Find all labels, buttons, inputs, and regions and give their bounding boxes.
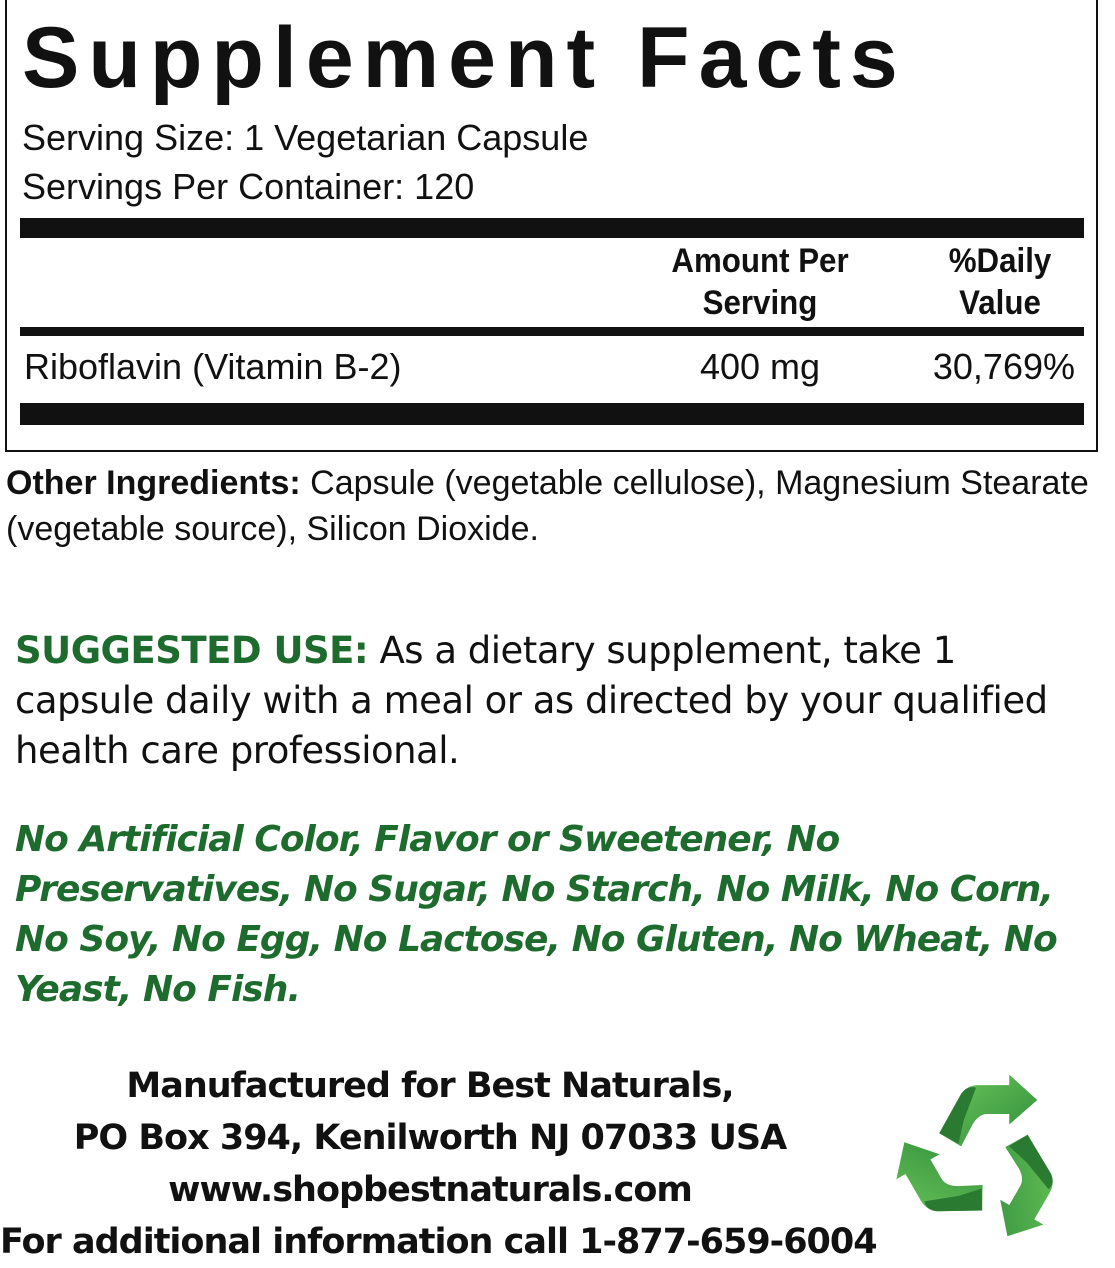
website-link[interactable]: www.shopbestnaturals.com (168, 1170, 693, 1210)
supplement-facts-panel (5, 0, 1098, 452)
suggested-use: SUGGESTED USE: As a dietary supplement, … (15, 626, 1105, 776)
nutrient-dv: 30,769% (932, 346, 1075, 387)
header-line: Value (959, 284, 1041, 322)
thick-divider (20, 218, 1084, 238)
recycle-icon (893, 1074, 1073, 1247)
header-line: Serving (702, 284, 818, 322)
amount-per-serving-header: Amount Per Serving (650, 240, 871, 324)
manufacturer-info: Manufactured for Best Naturals, PO Box 3… (0, 1060, 878, 1268)
suggested-use-text: As a dietary supplement, take 1 capsule … (15, 629, 1048, 772)
header-line: Amount Per (671, 242, 849, 280)
suggested-use-label: SUGGESTED USE: (15, 629, 369, 672)
nutrient-name: Riboflavin (Vitamin B-2) (24, 346, 402, 387)
other-ingredients-label: Other Ingredients: (6, 464, 301, 502)
thick-divider (20, 403, 1084, 425)
facts-title: Supplement Facts (22, 10, 907, 106)
medium-divider (20, 327, 1084, 336)
recycle-arrow (967, 1128, 1073, 1247)
manufacturer-name: Manufactured for Best Naturals, (126, 1066, 734, 1106)
serving-size: Serving Size: 1 Vegetarian Capsule (22, 117, 589, 158)
phone-info: For additional information call 1-877-65… (0, 1222, 878, 1262)
nutrient-amount: 400 mg (699, 346, 821, 387)
manufacturer-address: PO Box 394, Kenilworth NJ 07033 USA (73, 1118, 787, 1158)
recycle-arrow (939, 1074, 1038, 1147)
daily-value-header: %Daily Value (903, 240, 1096, 324)
header-line: %Daily (948, 242, 1052, 280)
other-ingredients-text: Capsule (vegetable cellulose), Magnesium… (6, 464, 1089, 548)
other-ingredients: Other Ingredients: Capsule (vegetable ce… (6, 460, 1106, 552)
recycle-arrow (893, 1119, 994, 1240)
free-from-statement: No Artificial Color, Flavor or Sweetener… (15, 819, 1058, 1010)
servings-per-container: Servings Per Container: 120 (22, 166, 475, 207)
